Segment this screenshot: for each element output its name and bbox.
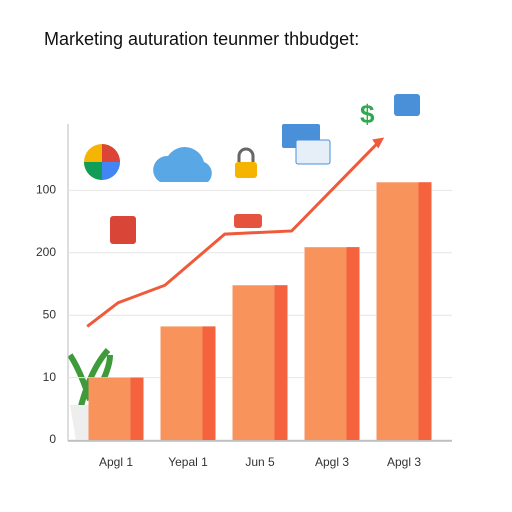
chart-title: Marketing auturation teunmer thbudget:	[44, 29, 359, 49]
x-tick-label: Jun 5	[245, 455, 275, 469]
x-tick-label: Apgl 1	[99, 455, 133, 469]
cloud-icon	[153, 147, 212, 182]
pie-slice	[102, 162, 120, 180]
y-tick-label: 200	[36, 245, 56, 259]
y-tick-label: 10	[43, 370, 57, 384]
lock-icon	[235, 162, 257, 178]
tag-icon	[234, 214, 262, 228]
bar	[304, 247, 360, 440]
decorations: $	[67, 94, 420, 441]
person-icon	[394, 94, 420, 116]
bar-edge	[274, 285, 288, 440]
bar	[376, 182, 432, 440]
x-tick-label: Apgl 3	[315, 455, 349, 469]
y-tick-label: 50	[43, 307, 57, 321]
bar-edge	[202, 326, 216, 440]
x-tick-label: Apgl 3	[387, 455, 421, 469]
trend-line	[86, 139, 382, 328]
bar	[88, 377, 144, 440]
lock-shackle	[237, 147, 255, 162]
x-tick-label: Yepal 1	[168, 455, 208, 469]
trend-arrow	[372, 137, 385, 149]
y-tick-label: 100	[36, 183, 56, 197]
bar	[232, 285, 288, 440]
dollar-icon: $	[360, 99, 375, 129]
doc-icon	[110, 216, 136, 244]
bar-edge	[130, 377, 144, 440]
bar	[160, 326, 216, 440]
pie-slice	[84, 162, 102, 180]
chat-icon	[295, 139, 331, 165]
bar-edge	[346, 247, 360, 440]
bar-edge	[418, 182, 432, 440]
y-tick-label: 0	[49, 432, 56, 446]
pie-slice	[102, 144, 120, 162]
